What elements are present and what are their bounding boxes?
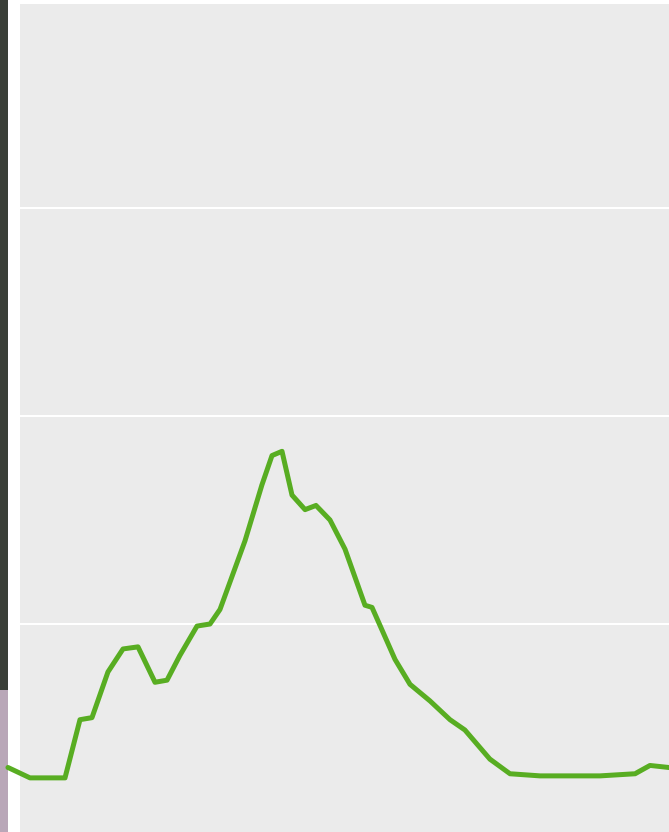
left-image-strip [0,0,8,690]
data-line [5,448,669,781]
left-image-strip [0,690,8,832]
plot-panel [20,4,669,832]
